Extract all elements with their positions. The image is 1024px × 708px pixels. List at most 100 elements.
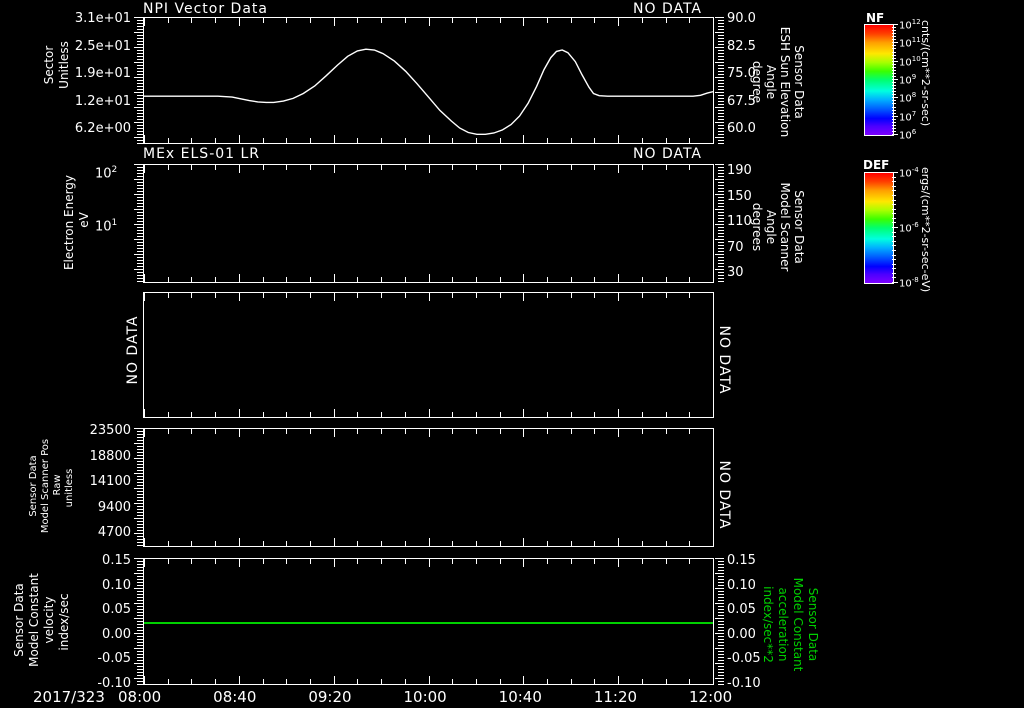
colorbar-minor-tick xyxy=(892,249,896,251)
panel-2-title-left: MEx ELS-01 LR xyxy=(143,146,261,162)
colorbar-minor-tick xyxy=(892,217,896,219)
panel-4-left-axis-label-2: Model Scanner Pos xyxy=(40,438,51,534)
axis-tick-label: 150 xyxy=(727,188,752,204)
panel-2-left-axis-label-1: Electron Energy xyxy=(62,174,76,271)
axis-tick-label: 60.0 xyxy=(727,121,756,136)
colorbar-minor-tick xyxy=(892,103,896,105)
colorbar-minor-tick xyxy=(892,263,896,265)
panel-2-left-minor-ticks xyxy=(133,164,143,283)
colorbar-tick xyxy=(892,60,898,62)
axis-tick-label: -0.10 xyxy=(727,676,761,691)
colorbar-def-gradient[interactable] xyxy=(864,172,894,284)
panel-4-left-axis-label-3: Raw xyxy=(52,474,63,496)
colorbar-tick-label: 1011 xyxy=(899,36,921,50)
panel-4-left-axis-label-4: unitless xyxy=(64,468,75,508)
panel-5-plot-frame[interactable] xyxy=(143,558,714,685)
colorbar-minor-tick xyxy=(892,268,896,270)
panel-1-left-axis-label-2: Unitless xyxy=(57,41,71,89)
x-axis-date-label: 2017/323 xyxy=(33,688,105,706)
panel-2-left-tick-label-lo: 101 xyxy=(95,218,117,234)
panel-1-left-axis-label-1: Sector xyxy=(42,45,56,85)
panel-5-right-minor-ticks xyxy=(714,558,724,685)
panel-1-right-axis-label-2: ESH Sun Elevation xyxy=(778,26,792,138)
colorbar-minor-tick xyxy=(892,30,896,32)
colorbar-minor-tick xyxy=(892,181,896,183)
colorbar-tick xyxy=(892,134,898,135)
colorbar-minor-tick xyxy=(892,121,896,123)
colorbar-tick-label: 109 xyxy=(899,73,917,87)
colorbar-minor-tick xyxy=(892,45,896,47)
panel-5-left-axis-label-1: Sensor Data xyxy=(12,583,26,657)
colorbar-tick xyxy=(892,115,898,117)
panel-2-left-tick-label-hi: 102 xyxy=(95,165,117,181)
x-axis-tick-label: 10:40 xyxy=(498,688,542,706)
colorbar-minor-tick xyxy=(892,69,896,71)
axis-tick-label: 67.5 xyxy=(727,93,756,109)
panel-2-left-axis-label-2: eV xyxy=(77,212,91,228)
colorbar-minor-tick xyxy=(892,176,896,178)
axis-tick-label: 9400 xyxy=(97,499,131,515)
colorbar-minor-tick xyxy=(892,39,896,41)
axis-tick-label: 4700 xyxy=(97,525,131,540)
colorbar-minor-tick xyxy=(892,57,896,59)
colorbar-tick-label: 107 xyxy=(899,109,917,123)
axis-tick-label: 30 xyxy=(727,265,744,280)
x-axis-tick-label: 10:00 xyxy=(403,688,447,706)
colorbar-minor-tick xyxy=(892,199,896,201)
axis-tick-label: 14100 xyxy=(89,474,131,489)
colorbar-minor-tick xyxy=(892,94,896,96)
colorbar-minor-tick xyxy=(892,236,896,238)
colorbar-tick xyxy=(892,227,898,228)
colorbar-minor-tick xyxy=(892,75,896,77)
panel-2-plot-frame[interactable] xyxy=(143,164,714,283)
tick-exponent: 2 xyxy=(111,165,118,175)
colorbar-nf-gradient[interactable] xyxy=(864,24,894,136)
panel-1-right-minor-ticks xyxy=(714,17,724,144)
colorbar-nf-title: NF xyxy=(866,11,885,25)
x-axis-tick-label: 09:20 xyxy=(308,688,352,706)
panel-1-data-curve xyxy=(144,48,713,136)
panel-2-right-minor-ticks xyxy=(714,164,724,283)
panel-3-left-nodata-label: NO DATA xyxy=(125,315,141,385)
panel-2-right-axis-label-2: Model Scanner xyxy=(778,182,792,272)
colorbar-minor-tick xyxy=(892,259,896,261)
panel-2-right-axis-label-1: Sensor Data xyxy=(792,190,806,264)
panel-1-right-axis-label-4: degree xyxy=(750,60,764,104)
panel-5-left-minor-ticks xyxy=(133,558,143,685)
panel-5-constant-velocity-line xyxy=(144,622,713,624)
panel-3-ticks xyxy=(144,293,714,417)
colorbar-minor-tick xyxy=(892,85,896,87)
colorbar-minor-tick xyxy=(892,72,896,74)
panel-4-plot-frame[interactable] xyxy=(143,428,714,547)
panel-1-plot-frame[interactable] xyxy=(143,17,714,144)
colorbar-minor-tick xyxy=(892,54,896,56)
axis-tick-label: 1.9e+01 xyxy=(74,66,131,81)
panel-3-plot-frame[interactable] xyxy=(143,292,714,418)
colorbar-minor-tick xyxy=(892,240,896,242)
axis-tick-label: -0.05 xyxy=(97,651,131,667)
panel-1-right-axis-label-3: Angle xyxy=(764,64,778,100)
axis-tick-label: 3.1e+01 xyxy=(74,11,131,26)
panel-5-right-axis-label-1: Sensor Data xyxy=(806,587,820,662)
colorbar-minor-tick xyxy=(892,112,896,114)
panel-2-right-axis-label-3: Angle xyxy=(764,209,778,245)
axis-tick-label: 75.0 xyxy=(727,66,756,81)
panel-1-title-right: NO DATA xyxy=(633,1,703,17)
panel-2-title-right: NO DATA xyxy=(633,146,703,162)
colorbar-tick-label: 1010 xyxy=(899,54,921,68)
colorbar-minor-tick xyxy=(892,118,896,120)
axis-tick-label: 23500 xyxy=(89,423,131,438)
axis-tick-label: 110 xyxy=(727,214,752,229)
panel-4-ticks xyxy=(144,429,714,546)
colorbar-def-unit-label: ergs/(cm**2-sr-sec-eV) xyxy=(919,167,932,293)
axis-tick-label: 70 xyxy=(727,239,744,255)
colorbar-tick xyxy=(892,24,898,25)
colorbar-minor-tick xyxy=(892,66,896,68)
axis-tick-label: 0.15 xyxy=(102,553,131,568)
tick-mantissa: 10 xyxy=(95,166,112,182)
axis-tick-label: 0.15 xyxy=(727,553,756,568)
colorbar-minor-tick xyxy=(892,272,896,274)
colorbar-minor-tick xyxy=(892,124,896,126)
axis-tick-label: 2.5e+01 xyxy=(74,38,131,54)
colorbar-tick xyxy=(892,79,898,80)
